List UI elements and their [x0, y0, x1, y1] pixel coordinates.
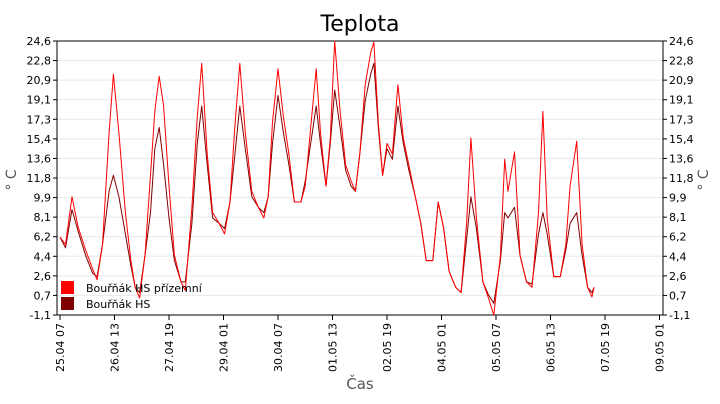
- y-axis-label-right: ° C: [696, 169, 712, 190]
- series-lines: [59, 40, 595, 316]
- y-tick-label: 17,3: [669, 113, 694, 126]
- y-tick-label: 9,9: [669, 192, 687, 205]
- y-tick-label: 19,1: [27, 94, 52, 107]
- y-tick-label: 20,9: [27, 74, 52, 87]
- y-tick-label: 2,6: [34, 270, 52, 283]
- y-tick-label: 11,8: [669, 172, 694, 185]
- y-tick-label: 19,1: [669, 94, 694, 107]
- chart-title: Teplota: [320, 12, 400, 37]
- x-tick-label: 27.04 19: [163, 323, 176, 372]
- y-axis-label-left: ° C: [4, 169, 20, 190]
- x-tick-label: 07.05 19: [599, 323, 612, 372]
- y-tick-label: -1,1: [669, 309, 690, 322]
- y-tick-label: 17,3: [27, 113, 52, 126]
- legend-swatch: [61, 281, 74, 294]
- y-tick-label: 4,4: [34, 250, 52, 263]
- x-tick-label: 02.05 19: [381, 323, 394, 372]
- legend-label: Bouřňák HS přízemní: [86, 282, 203, 295]
- x-tick-label: 25.04 07: [54, 323, 67, 372]
- y-tick-label: 15,4: [669, 133, 694, 146]
- y-tick-label: 2,6: [669, 270, 687, 283]
- grid: [57, 60, 663, 296]
- y-tick-label: 20,9: [669, 74, 694, 87]
- y-tick-label: 15,4: [27, 133, 52, 146]
- x-tick-label: 09.05 01: [654, 323, 667, 372]
- y-tick-label: 22,8: [27, 55, 52, 68]
- y-tick-label: 9,9: [34, 192, 52, 205]
- y-axis-left-ticks: -1,1 0,7 2,6 4,4 6,2 8,1 9,9 11,8 13,6 15,4 17,3 19…: [27, 35, 57, 322]
- y-tick-label: 24,6: [27, 35, 52, 48]
- x-tick-label: 30.04 07: [272, 323, 285, 372]
- y-axis-right-ticks: -1,1 0,7 2,6 4,4 6,2 8,1 9,9 11,8 13,6 15,4 17,3 19…: [663, 35, 694, 322]
- x-tick-label: 05.05 07: [490, 323, 503, 372]
- legend-label: Bouřňák HS: [86, 298, 150, 311]
- y-tick-label: 6,2: [669, 231, 687, 244]
- y-tick-label: 6,2: [34, 231, 52, 244]
- x-tick-label: 06.05 13: [545, 323, 558, 372]
- y-tick-label: 8,1: [34, 211, 52, 224]
- x-axis-label: Čas: [346, 374, 374, 393]
- y-tick-label: 13,6: [27, 152, 52, 165]
- x-tick-label: 01.05 13: [327, 323, 340, 372]
- y-tick-label: 4,4: [669, 250, 687, 263]
- y-tick-label: -1,1: [30, 309, 51, 322]
- y-tick-label: 0,7: [34, 289, 52, 302]
- y-tick-label: 0,7: [669, 289, 687, 302]
- y-tick-label: 24,6: [669, 35, 694, 48]
- y-tick-label: 8,1: [669, 211, 687, 224]
- legend-swatch: [61, 297, 74, 310]
- y-tick-label: 11,8: [27, 172, 52, 185]
- legend: Bouřňák HS přízemní Bouřňák HS: [61, 281, 203, 311]
- y-tick-label: 13,6: [669, 152, 694, 165]
- y-tick-label: 22,8: [669, 55, 694, 68]
- x-tick-label: 29.04 01: [218, 323, 231, 372]
- x-axis-ticks: 25.04 07 26.04 13 27.04 19 29.04 01 30.04 07…: [54, 315, 667, 372]
- series-line: [59, 40, 595, 316]
- x-tick-label: 04.05 01: [436, 323, 449, 372]
- x-tick-label: 26.04 13: [109, 323, 122, 372]
